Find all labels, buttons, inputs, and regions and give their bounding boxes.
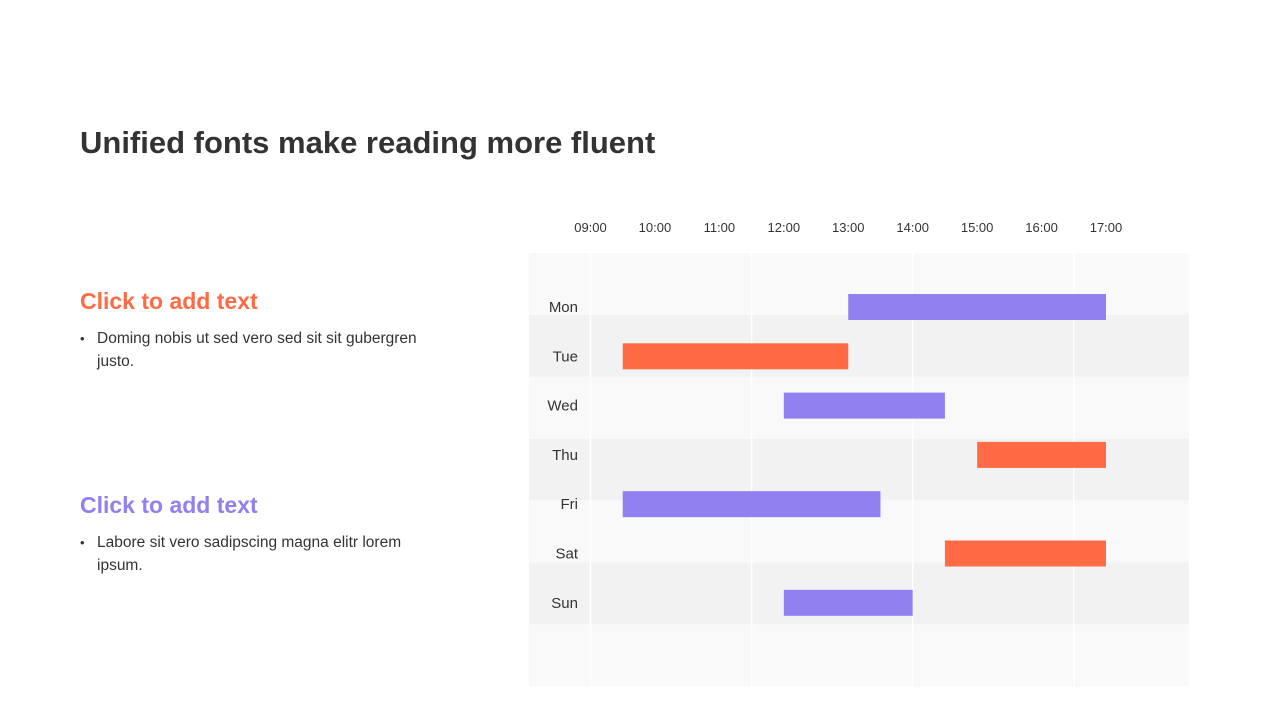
x-tick-label: 14:00	[896, 220, 929, 235]
x-tick-label: 09:00	[574, 220, 607, 235]
x-tick-label: 13:00	[832, 220, 865, 235]
day-label: Mon	[549, 299, 578, 316]
day-label: Fri	[561, 496, 579, 513]
gantt-bar	[622, 491, 881, 518]
block-heading[interactable]: Click to add text	[80, 492, 258, 518]
x-tick-label: 11:00	[704, 220, 736, 235]
bullet-icon: •	[80, 331, 85, 346]
gantt-bar	[944, 540, 1106, 567]
page-title: Unified fonts make reading more fluent	[80, 125, 656, 160]
day-label: Wed	[547, 398, 578, 415]
block-heading[interactable]: Click to add text	[80, 288, 258, 314]
bullet-item: • Labore sit vero sadipscing magna elitr…	[80, 531, 440, 577]
gantt-bar	[783, 392, 945, 419]
x-tick-label: 15:00	[961, 220, 994, 235]
day-label: Sun	[551, 595, 578, 612]
day-label: Tue	[553, 348, 578, 365]
x-tick-label: 17:00	[1090, 220, 1123, 235]
gantt-bar	[622, 343, 849, 370]
text-block-1[interactable]: Click to add text • Doming nobis ut sed …	[80, 288, 440, 373]
gantt-bar	[783, 589, 913, 616]
bullet-item: • Doming nobis ut sed vero sed sit sit g…	[80, 327, 440, 373]
gantt-bar	[977, 441, 1106, 468]
gantt-bar	[848, 294, 1106, 320]
day-label: Thu	[552, 447, 578, 464]
x-tick-label: 10:00	[639, 220, 672, 235]
day-label: Sat	[555, 545, 578, 562]
bullet-text: Doming nobis ut sed vero sed sit sit gub…	[97, 330, 417, 370]
row-band	[529, 624, 1189, 687]
bullet-text: Labore sit vero sadipscing magna elitr l…	[97, 534, 402, 574]
x-tick-label: 12:00	[768, 220, 801, 235]
bullet-icon: •	[80, 535, 85, 550]
x-tick-label: 16:00	[1025, 220, 1058, 235]
text-block-2[interactable]: Click to add text • Labore sit vero sadi…	[80, 492, 440, 577]
